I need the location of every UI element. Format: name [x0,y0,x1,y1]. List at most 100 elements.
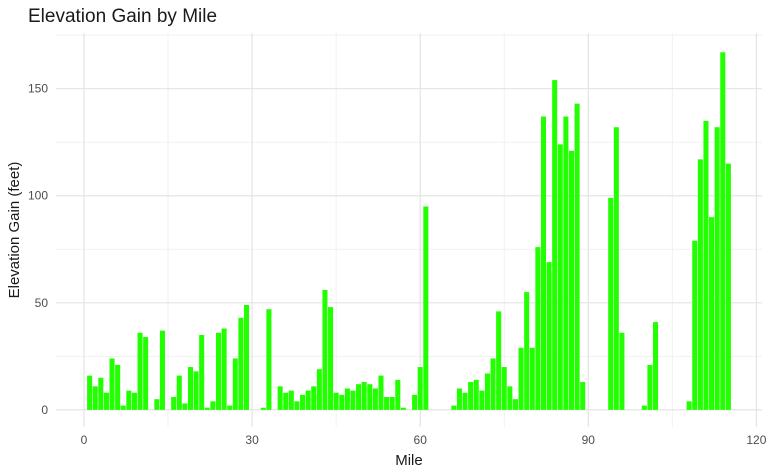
bar [232,358,238,410]
bar [120,405,126,410]
bar [87,375,93,410]
bar [344,388,350,410]
bar [703,120,709,410]
bar [176,375,182,410]
bar [484,373,490,410]
bar [103,392,109,410]
bar [389,397,395,410]
bar [143,337,149,410]
bar [540,116,546,410]
bar [468,382,474,410]
bar [305,390,311,410]
y-axis-ticks: 0 50 100 150 [28,82,48,417]
bar [686,401,692,410]
x-axis-title: Mile [395,452,423,469]
bar [193,371,199,410]
bar [131,392,137,410]
bar [243,304,250,410]
bar [456,388,462,410]
bar [187,367,193,410]
bar [260,407,266,410]
bar [126,390,132,410]
bar [98,377,104,410]
bar [720,52,726,410]
bar [361,382,367,410]
bar [339,394,345,410]
bar [300,394,306,410]
bar [714,127,720,410]
x-tick-label: 120 [746,433,766,447]
bar [333,392,339,410]
bar [367,384,373,410]
bar [384,397,390,410]
bar [322,289,328,410]
bar [400,407,406,410]
bar [473,379,479,410]
bar [115,364,121,410]
bar [423,206,429,410]
bar [328,307,334,410]
bar [507,386,513,410]
chart-title: Elevation Gain by Mile [28,6,217,27]
bar [417,367,423,410]
bar [580,382,586,410]
bar [154,399,160,410]
y-tick-label: 100 [28,189,48,203]
bar [294,401,300,410]
bar [204,407,210,410]
bar [641,405,647,410]
bar [697,159,703,410]
bar [227,405,233,410]
bar [462,392,468,410]
bar [518,347,524,410]
bar [546,262,552,410]
bar [311,386,317,410]
bar [288,390,294,410]
bar [221,328,227,410]
bar [479,390,485,410]
bar [356,384,362,410]
y-axis-title: Elevation Gain (feet) [6,162,23,299]
bar [92,386,98,410]
bar [535,247,541,410]
x-tick-label: 30 [245,433,259,447]
bar [501,367,507,410]
bar [557,144,563,410]
bar [350,390,356,410]
bar [692,240,698,410]
bar [563,116,569,410]
bar [529,347,535,410]
bar [709,217,715,410]
bar [490,358,496,410]
x-tick-label: 90 [582,433,596,447]
bar [412,394,418,410]
bar [613,127,619,410]
bar [277,386,283,410]
bar [238,317,244,410]
bar [372,388,378,410]
bar [199,334,205,410]
bar [512,399,518,410]
bar [137,332,143,410]
bar [608,197,614,410]
y-tick-label: 50 [35,296,49,310]
bar [171,397,177,410]
bar [266,309,272,410]
bar [451,405,457,410]
bar [210,401,216,410]
bar [619,332,625,410]
bar [316,369,322,410]
bar [496,311,502,410]
x-axis-ticks: 0 30 60 90 120 [81,433,767,447]
bar [552,80,558,410]
bar [524,292,530,410]
y-tick-label: 150 [28,82,48,96]
bar [568,150,575,410]
bar [378,375,384,410]
bar [647,364,653,410]
bar [182,403,188,410]
bar [653,322,659,410]
y-tick-label: 0 [41,403,48,417]
x-tick-label: 60 [414,433,428,447]
